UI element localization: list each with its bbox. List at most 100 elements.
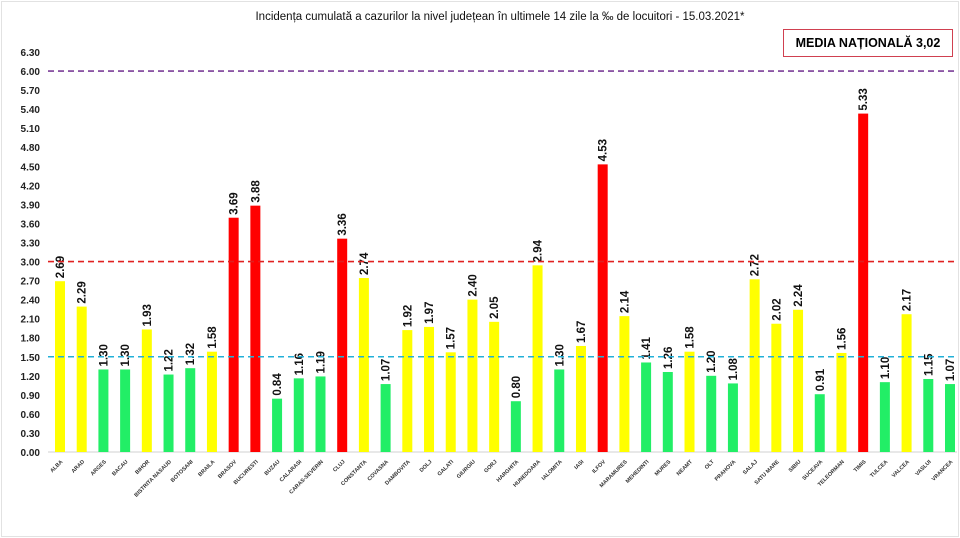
bar-gorj — [489, 321, 500, 452]
bar-satu-mare — [771, 323, 782, 452]
y-tick-label: 0.90 — [21, 391, 41, 402]
y-tick-label: 3.60 — [21, 219, 41, 230]
bar-teleorman — [836, 352, 847, 452]
y-tick-label: 4.80 — [21, 143, 41, 154]
data-label: 1.22 — [164, 349, 176, 371]
bar-alba — [55, 281, 65, 452]
data-label: 1.58 — [207, 326, 219, 349]
y-tick-label: 5.40 — [21, 105, 41, 116]
x-tick-label: ARAD — [71, 459, 86, 474]
y-tick-label: 6.00 — [21, 67, 41, 78]
data-label: 0.84 — [272, 373, 284, 396]
bar-braila — [206, 351, 217, 452]
x-tick-label: SALAJ — [742, 459, 759, 476]
data-label: 1.16 — [294, 353, 306, 375]
y-tick-label: 5.70 — [21, 86, 41, 97]
y-tick-label: 2.10 — [21, 315, 41, 326]
bar-vaslui — [923, 378, 934, 452]
data-label: 1.32 — [185, 343, 197, 365]
data-label: 4.53 — [598, 139, 610, 161]
chart-title: Incidența cumulată a cazurilor la nivel … — [255, 11, 745, 23]
x-tick-label: SUCEAVA — [801, 459, 824, 482]
data-label: 1.15 — [923, 353, 935, 376]
data-label: 3.69 — [229, 192, 241, 214]
data-label: 1.93 — [142, 304, 154, 326]
x-tick-label: GORJ — [483, 459, 498, 474]
data-label: 1.30 — [120, 344, 132, 366]
x-tick-label: OLT — [704, 459, 716, 471]
x-tick-label: BOTOSANI — [170, 459, 195, 484]
data-label: 2.69 — [55, 256, 67, 278]
data-label: 1.58 — [685, 326, 697, 349]
y-tick-label: 2.70 — [21, 277, 41, 288]
data-label: 1.57 — [446, 327, 458, 349]
data-label: 2.72 — [750, 254, 762, 276]
data-label: 1.67 — [576, 321, 588, 343]
data-label: 2.05 — [489, 296, 501, 319]
bar-prahova — [727, 383, 738, 452]
bar-sibiu — [793, 309, 804, 452]
y-tick-label: 4.50 — [21, 162, 41, 173]
bar-timis — [858, 113, 869, 452]
y-tick-label: 0.30 — [21, 429, 41, 440]
data-label: 1.56 — [836, 328, 848, 350]
y-tick-label: 2.40 — [21, 296, 41, 307]
data-label: 2.02 — [771, 298, 783, 320]
data-label: 1.19 — [315, 351, 327, 373]
bar-bacau — [120, 369, 131, 452]
bar-arad — [76, 306, 87, 452]
data-label: 3.88 — [250, 180, 262, 203]
bar-maramures — [619, 316, 630, 452]
x-tick-label: SIBIU — [788, 459, 803, 474]
y-tick-label: 1.20 — [21, 372, 41, 383]
bar-salaj — [749, 279, 760, 452]
x-tick-label: BACAU — [111, 459, 129, 477]
bar-vrancea — [945, 384, 955, 452]
y-tick-label: 4.20 — [21, 181, 41, 192]
bar-suceava — [814, 394, 825, 452]
data-label: 1.20 — [706, 350, 718, 372]
x-tick-label: PRAHOVA — [714, 459, 737, 482]
x-tick-label: MURES — [654, 459, 673, 478]
x-tick-label: MEHEDINTI — [625, 459, 651, 485]
bar-bistrita-nasaud — [163, 374, 174, 452]
data-label: 0.80 — [511, 376, 523, 398]
bar-mures — [662, 372, 673, 452]
x-tick-label: VRANCEA — [931, 459, 954, 482]
data-label: 5.33 — [858, 88, 870, 110]
y-tick-label: 0.00 — [21, 448, 41, 459]
bar-galati — [445, 352, 456, 452]
x-tick-label: ILFOV — [591, 459, 607, 475]
x-tick-label: BISTRITA NASAUD — [133, 459, 172, 498]
data-label: 3.36 — [337, 213, 349, 235]
data-label: 1.92 — [402, 305, 414, 327]
data-label: 2.74 — [359, 252, 371, 275]
y-tick-label: 3.00 — [21, 258, 41, 269]
x-tick-label: DOLJ — [419, 459, 434, 474]
x-tick-label: GALATI — [437, 459, 456, 478]
data-label: 1.07 — [945, 359, 957, 381]
bar-covasna — [380, 384, 391, 452]
data-label: 2.40 — [467, 274, 479, 296]
x-tick-label: BUZAU — [264, 459, 282, 477]
x-tick-label: ARGES — [90, 459, 108, 477]
x-tick-label: IALOMITA — [541, 459, 564, 482]
data-label: 1.30 — [554, 344, 566, 366]
data-label: 2.14 — [619, 290, 631, 313]
bar-dambovita — [402, 330, 413, 452]
bar-bihor — [141, 329, 152, 452]
bar-caras-severin — [315, 376, 326, 452]
bar-botosani — [185, 368, 196, 452]
data-label: 1.07 — [381, 359, 393, 381]
bar-mehedinti — [641, 362, 652, 452]
y-tick-label: 5.10 — [21, 124, 41, 135]
bar-olt — [706, 375, 717, 452]
bar-calarasi — [293, 378, 304, 452]
x-tick-label: BRASOV — [217, 459, 238, 480]
y-tick-label: 6.30 — [21, 48, 41, 59]
bar-valcea — [901, 314, 912, 452]
x-tick-label: BRAILA — [197, 459, 216, 478]
data-label: 2.29 — [77, 281, 89, 303]
national-average-box: MEDIA NAȚIONALĂ 3,02 — [783, 29, 953, 57]
